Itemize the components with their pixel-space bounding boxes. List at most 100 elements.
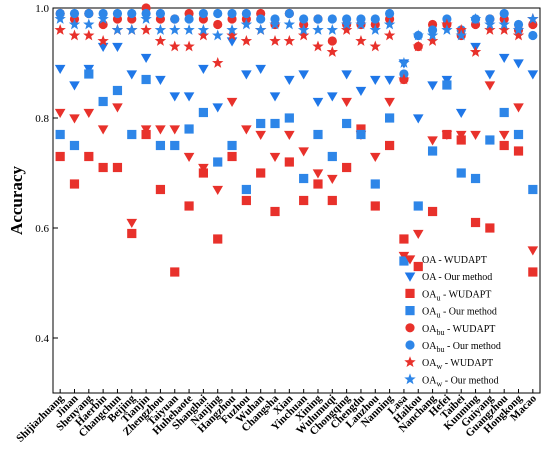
legend-label-main: OA <box>422 289 437 300</box>
data-point <box>312 24 324 35</box>
data-point <box>341 97 352 108</box>
data-point <box>54 108 66 119</box>
legend-label-main: OA <box>422 341 437 352</box>
data-point <box>383 29 396 41</box>
data-point <box>197 24 210 35</box>
legend-item: OAu - WUDAPT <box>405 288 491 302</box>
data-point <box>256 14 266 24</box>
data-point <box>198 168 208 178</box>
data-point <box>341 70 352 80</box>
data-point <box>198 107 208 118</box>
data-point <box>327 36 337 46</box>
data-point <box>269 92 281 102</box>
legend-marker <box>404 255 416 265</box>
data-point <box>455 108 467 119</box>
legend-label: OAu - Our method <box>422 307 497 320</box>
data-point <box>326 46 338 57</box>
legend-label: OA - Our method <box>422 272 492 283</box>
data-point <box>98 162 108 173</box>
data-point <box>241 70 252 80</box>
legend-marker <box>405 340 415 350</box>
legend-marker <box>404 373 416 385</box>
data-point <box>112 103 123 113</box>
data-point <box>69 179 80 189</box>
data-point <box>55 129 65 140</box>
data-point <box>126 218 138 229</box>
legend-marker <box>404 272 416 282</box>
data-point <box>213 157 223 167</box>
data-point <box>241 8 251 19</box>
data-point <box>384 75 395 86</box>
legend-label-tail: - WUDAPT <box>436 255 487 266</box>
legend-label: OAw - Our method <box>422 375 499 388</box>
data-point <box>412 114 424 124</box>
data-point <box>84 8 94 19</box>
data-point <box>384 97 395 108</box>
data-point <box>213 8 223 19</box>
data-point <box>455 24 467 35</box>
data-point <box>227 8 237 19</box>
legend-label-tail: - WUDAPT <box>440 289 491 300</box>
data-point <box>141 74 151 85</box>
y-axis-ticks: 0.4 0.6 0.8 1.0 <box>35 3 58 345</box>
y-axis-title: Accuracy <box>7 166 26 235</box>
data-point <box>312 97 324 108</box>
legend-label-main: OA <box>422 358 437 369</box>
data-point <box>213 19 223 30</box>
legend-label-tail: - WUDAPT <box>444 324 495 335</box>
data-point <box>83 18 95 30</box>
data-point <box>255 64 266 75</box>
data-point <box>227 140 237 151</box>
data-point <box>127 129 137 140</box>
data-point <box>112 162 123 173</box>
data-point <box>413 261 423 272</box>
data-point <box>513 129 524 140</box>
data-point <box>269 35 281 46</box>
data-point <box>426 35 439 46</box>
data-point <box>68 18 81 30</box>
data-point <box>427 206 438 217</box>
data-point <box>55 151 65 162</box>
data-point <box>183 40 195 52</box>
data-point <box>69 114 80 124</box>
data-point <box>327 151 337 162</box>
data-point <box>499 107 509 118</box>
data-point <box>169 24 181 35</box>
data-point <box>84 151 94 162</box>
data-point <box>112 8 123 19</box>
data-point <box>427 136 438 146</box>
data-point <box>513 146 524 156</box>
plot-area <box>52 7 541 394</box>
data-point <box>340 18 353 30</box>
legend-item: OAw - WUDAPT <box>404 356 493 371</box>
data-point <box>169 125 181 135</box>
data-point <box>298 147 309 157</box>
data-point <box>484 18 496 30</box>
data-point <box>270 206 280 217</box>
data-point <box>212 185 224 196</box>
data-point <box>127 228 137 239</box>
data-point <box>484 70 496 80</box>
data-point <box>342 162 352 173</box>
data-point <box>313 179 323 189</box>
data-point <box>111 24 124 35</box>
data-point <box>356 129 366 140</box>
legend-item: OAw - Our method <box>404 373 499 388</box>
data-point <box>412 229 424 240</box>
data-point <box>513 103 524 113</box>
data-point <box>327 92 338 102</box>
data-point <box>184 124 194 134</box>
data-point <box>112 42 123 53</box>
data-point <box>299 195 309 206</box>
legend-item: OA - Our method <box>404 272 492 283</box>
data-point <box>155 75 166 86</box>
legend-label-tail: - WUDAPT <box>442 358 493 369</box>
data-point <box>112 85 123 96</box>
data-point <box>527 13 539 24</box>
data-point <box>342 118 352 129</box>
data-point <box>369 40 381 52</box>
data-point <box>284 157 294 167</box>
